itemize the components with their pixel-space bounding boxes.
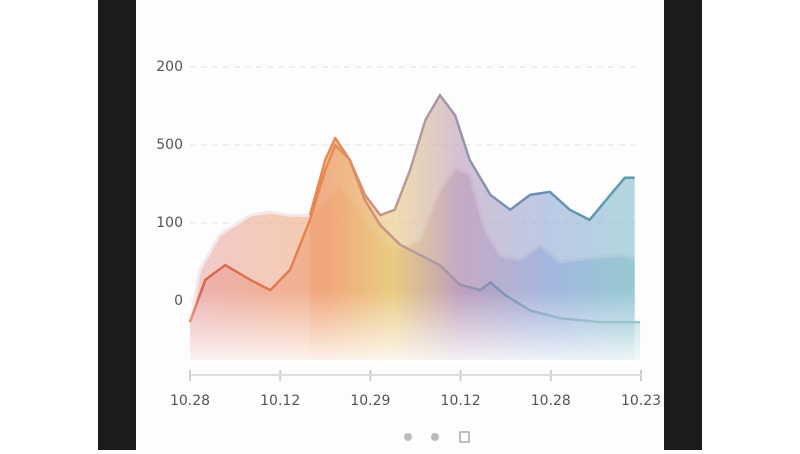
page-dot[interactable]	[431, 433, 439, 441]
fade	[190, 290, 641, 365]
x-tick-label: 10.28	[531, 393, 571, 409]
phone-bezel-left	[98, 0, 138, 450]
y-tick-label: 100	[156, 215, 183, 231]
page-icon[interactable]	[459, 431, 470, 443]
y-tick-label: 200	[156, 59, 183, 75]
x-tick-label: 10.29	[350, 393, 390, 409]
x-tick-label: 10.28	[170, 393, 210, 409]
page-dot[interactable]	[404, 433, 412, 441]
x-tick-label: 10.12	[441, 393, 481, 409]
y-tick-label: 0	[174, 293, 183, 309]
y-tick-label: 500	[156, 137, 183, 153]
plot: 0 100 500 200 10.28 10.12 10.29 10.12 10.28 10.23	[156, 59, 661, 409]
x-tick-label: 10.12	[260, 393, 300, 409]
phone-bezel-right	[662, 0, 702, 450]
x-tick-label: 10.23	[621, 393, 661, 409]
